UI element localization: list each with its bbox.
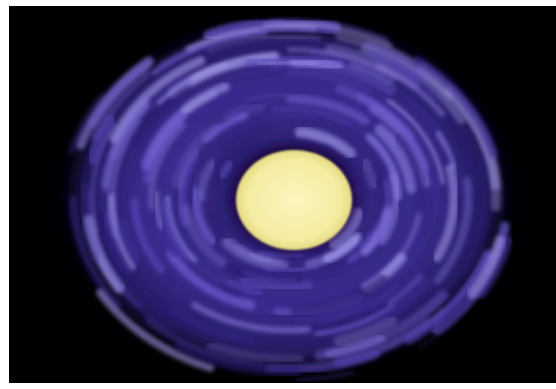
- image-frame: [9, 6, 556, 383]
- swirl-streak: [272, 115, 313, 117]
- swirl-streak: [251, 337, 320, 340]
- swirl-streak: [265, 268, 304, 271]
- swirl-streak: [260, 62, 316, 64]
- glowing-core: [236, 150, 352, 250]
- swirl-illustration: [9, 6, 556, 383]
